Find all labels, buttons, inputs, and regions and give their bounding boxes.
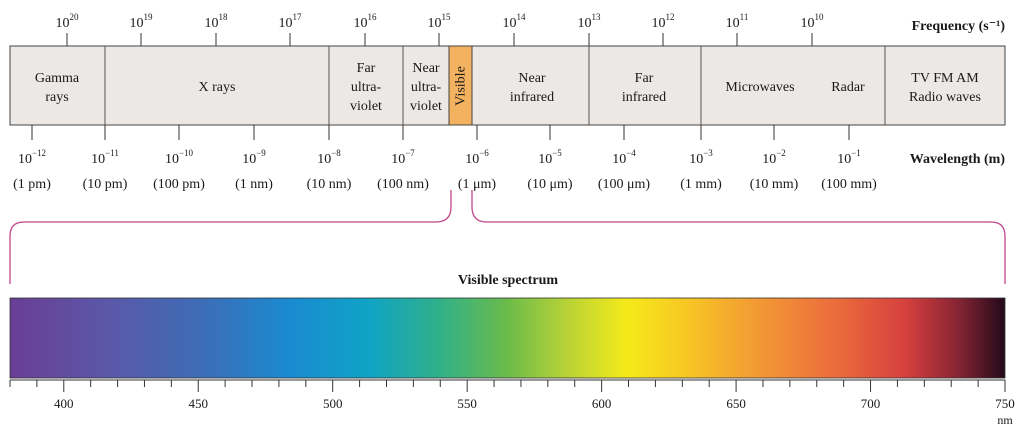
- visible-spectrum-gradient: [9, 297, 1006, 379]
- band-background: [9, 45, 1006, 126]
- nanometer-tick-label: 750: [995, 396, 1015, 411]
- region-label: Microwaves: [725, 80, 794, 95]
- frequency-tick-label: 1012: [652, 12, 675, 31]
- frequency-axis: 1020 1019 1018 1017 1016 1015 1014 1013 1012 1011…: [56, 12, 1006, 46]
- visible-region-highlight: [448, 45, 473, 126]
- frequency-tick-label: 1015: [428, 12, 452, 31]
- nanometer-tick-label: 500: [323, 396, 343, 411]
- wavelength-tick-label: 10−9: [242, 148, 266, 167]
- wavelength-tick-labels: 10−12 (1 pm) 10−11 (10 pm) 10−10 (100 pm) 10−9…: [13, 125, 877, 192]
- nanometer-unit-label: nm: [997, 413, 1013, 427]
- nanometer-tick-label: 700: [861, 396, 881, 411]
- region-label: violet: [410, 99, 442, 114]
- frequency-tick-label: 1011: [726, 12, 749, 31]
- wavelength-tick-sublabel: (1 mm): [680, 177, 722, 192]
- region-label: Far: [635, 71, 654, 86]
- wavelength-tick-label: 10−5: [538, 148, 562, 167]
- frequency-tick-label: 1019: [130, 12, 154, 31]
- frequency-axis-title: Frequency (s⁻¹): [912, 19, 1006, 34]
- nanometer-tick-label: 450: [188, 396, 208, 411]
- wavelength-tick-sublabel: (10 nm): [307, 177, 352, 192]
- region-label: ultra-: [411, 80, 442, 95]
- frequency-tick-label: 1020: [56, 12, 80, 31]
- frequency-tick-label: 1017: [279, 12, 303, 31]
- region-label: Visible: [454, 66, 469, 106]
- wavelength-tick-sublabel: (100 nm): [377, 177, 429, 192]
- frequency-tick-label: 1010: [801, 12, 825, 31]
- region-label: violet: [350, 99, 382, 114]
- wavelength-tick-label: 10−3: [689, 148, 713, 167]
- region-label: Far: [357, 61, 376, 76]
- region-label: Gamma: [35, 71, 80, 86]
- nanometer-tick-label: 650: [726, 396, 746, 411]
- nanometer-tick-label: 600: [592, 396, 612, 411]
- wavelength-tick-sublabel: (100 μm): [598, 177, 651, 192]
- frequency-tick-label: 1018: [205, 12, 229, 31]
- region-label: Near: [412, 61, 440, 76]
- wavelength-tick-label: 10−11: [91, 148, 119, 167]
- wavelength-axis-title: Wavelength (m): [910, 152, 1006, 167]
- nanometer-tick-label: 400: [54, 396, 74, 411]
- wavelength-tick-label: 10−6: [465, 148, 489, 167]
- nanometer-tick-label: 550: [457, 396, 477, 411]
- frequency-tick-label: 1013: [578, 12, 602, 31]
- wavelength-tick-sublabel: (10 pm): [83, 177, 128, 192]
- wavelength-tick-label: 10−4: [612, 148, 636, 167]
- wavelength-axis: 10−12 (1 pm) 10−11 (10 pm) 10−10 (100 pm) 10−9…: [13, 125, 1005, 192]
- region-label: ultra-: [351, 80, 382, 95]
- region-label: TV FM AM: [911, 71, 979, 86]
- wavelength-tick-sublabel: (1 μm): [458, 177, 497, 192]
- wavelength-tick-label: 10−2: [762, 148, 786, 167]
- wavelength-tick-label: 10−12: [18, 148, 46, 167]
- region-labels: Gamma rays X rays Far ultra-violet Near ultra-…: [35, 61, 981, 114]
- wavelength-tick-sublabel: (100 mm): [821, 177, 877, 192]
- wavelength-tick-sublabel: (1 pm): [13, 177, 51, 192]
- nanometer-scale: 400 450 500 550 600 650 700 750 nm: [9, 379, 1015, 427]
- visible-spectrum-title: Visible spectrum: [458, 273, 559, 288]
- wavelength-tick-label: 10−10: [165, 148, 194, 167]
- wavelength-tick-sublabel: (100 pm): [153, 177, 205, 192]
- frequency-tick-label: 1014: [503, 12, 527, 31]
- frequency-tick-label: 1016: [354, 12, 378, 31]
- region-label: Near: [518, 71, 546, 86]
- region-label: Radio waves: [909, 90, 981, 105]
- wavelength-tick-sublabel: (10 μm): [527, 177, 573, 192]
- wavelength-tick-label: 10−7: [391, 148, 415, 167]
- region-label: infrared: [510, 90, 554, 105]
- region-label: Radar: [831, 80, 865, 95]
- wavelength-tick-sublabel: (10 mm): [750, 177, 799, 192]
- region-label: infrared: [622, 90, 666, 105]
- region-label: X rays: [199, 80, 236, 95]
- region-label: rays: [45, 90, 68, 105]
- wavelength-tick-label: 10−8: [317, 148, 341, 167]
- wavelength-tick-sublabel: (1 nm): [235, 177, 273, 192]
- frequency-tick-labels: 1020 1019 1018 1017 1016 1015 1014 1013 1012 1011…: [56, 12, 825, 46]
- spectrum-band: Gamma rays X rays Far ultra-violet Near ultra-…: [9, 45, 1006, 126]
- wavelength-tick-label: 10−1: [837, 148, 861, 167]
- region-dividers: [104, 46, 886, 125]
- visible-zoom-bracket: [9, 190, 1006, 284]
